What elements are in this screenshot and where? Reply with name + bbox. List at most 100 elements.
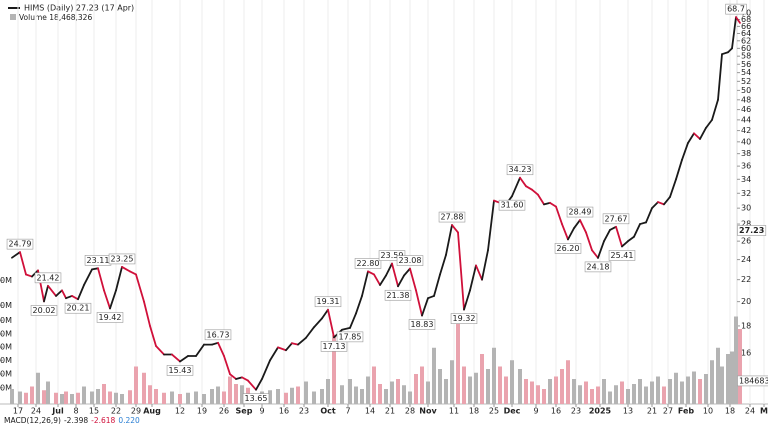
volume-bar [518, 369, 522, 404]
volume-tick-label: 0M [0, 316, 12, 325]
data-label: 24.18 [587, 262, 610, 271]
x-tick-label: 16 [551, 407, 561, 416]
volume-bar [656, 377, 660, 405]
volume-bar [354, 387, 358, 405]
volume-bar [90, 392, 94, 405]
volume-bar [10, 389, 14, 404]
data-label: 21.42 [37, 273, 60, 282]
data-label-group: 27.67 [603, 214, 629, 224]
data-label-group: 19.42 [97, 312, 123, 322]
volume-bar [590, 389, 594, 404]
x-tick-label: 9 [533, 407, 538, 416]
volume-bar [638, 379, 642, 404]
data-label: 20.02 [33, 306, 56, 315]
volume-bar [572, 379, 576, 404]
volume-bar [290, 388, 294, 404]
y-tick-label: 26 [741, 237, 751, 246]
data-label: 21.38 [387, 291, 410, 300]
volume-bar [414, 374, 418, 404]
volume-bar [202, 394, 206, 404]
x-tick-label: Feb [678, 407, 695, 416]
volume-bar [450, 360, 454, 404]
volume-bar [194, 392, 198, 405]
y-tick-label: 54 [741, 68, 751, 77]
data-label-group: 31.60 [499, 200, 525, 210]
volume-bar [114, 393, 118, 404]
y-tick-label: 30 [741, 204, 751, 213]
data-label: 27.67 [605, 214, 628, 223]
x-tick-label: M [760, 407, 768, 416]
volume-bar [614, 385, 618, 404]
y-tick-label: 36 [741, 162, 751, 171]
macd-text: 0.220 [118, 416, 140, 424]
volume-bar [602, 379, 606, 404]
volume-bar [432, 348, 436, 404]
volume-bar [154, 389, 158, 404]
data-label: 16.73 [207, 330, 230, 339]
x-tick-label: 19 [197, 407, 207, 416]
volume-bar [596, 387, 600, 405]
y-tick-label: 50 [741, 86, 751, 95]
volume-bar [76, 393, 80, 404]
last-volume-label: 1846833 [739, 376, 768, 385]
data-label-group: 21.38 [385, 290, 411, 300]
volume-tick-label: 0M [0, 370, 12, 379]
data-label: 22.80 [357, 259, 380, 268]
volume-bar [378, 384, 382, 404]
y-tick-label: 18 [741, 321, 751, 330]
volume-bar [710, 360, 714, 404]
volume-bar [620, 382, 624, 405]
volume-bar [632, 384, 636, 404]
volume-bar [366, 377, 370, 405]
volume-bar [222, 392, 226, 405]
y-tick-label: 38 [741, 149, 751, 158]
data-label: 24.79 [9, 240, 32, 249]
volume-bar [360, 389, 364, 404]
volume-bar [142, 373, 146, 404]
volume-bar [720, 367, 724, 405]
data-label: 17.85 [339, 332, 362, 341]
data-label-group: 21.42 [35, 273, 61, 283]
volume-bar [42, 390, 46, 404]
volume-bar [420, 367, 424, 405]
macd-text: MACD(12,26,9) [4, 416, 61, 424]
x-tick-label: 28 [405, 407, 415, 416]
data-label-group: 24.18 [585, 262, 611, 272]
volume-bar [18, 392, 22, 405]
volume-bar [186, 393, 190, 404]
volume-bar [228, 377, 232, 405]
volume-bar [492, 348, 496, 404]
volume-bar [348, 379, 352, 404]
volume-bar [372, 367, 376, 405]
data-label: 23.11 [87, 256, 110, 265]
volume-bar [680, 382, 684, 405]
data-label-group: 26.20 [555, 243, 581, 253]
volume-bar [390, 382, 394, 405]
data-label-group: 15.43 [167, 365, 193, 375]
volume-tick-label: 0M [0, 301, 12, 310]
x-tick-label: Nov [419, 407, 437, 416]
x-tick-label: Aug [143, 407, 161, 416]
volume-bar [730, 352, 734, 405]
volume-bar [650, 382, 654, 405]
volume-bar [530, 382, 534, 405]
volume-bar [162, 393, 166, 404]
volume-bar [674, 373, 678, 404]
volume-bar [82, 387, 86, 405]
volume-bar [24, 393, 28, 404]
volume-bar [504, 377, 508, 405]
data-label-group: 22.80 [355, 258, 381, 268]
volume-bar [210, 389, 214, 404]
y-tick-label: 34 [741, 175, 751, 184]
volume-bar [726, 354, 730, 404]
data-label: 28.49 [569, 208, 592, 217]
last-volume-label-group: 1846833 [738, 376, 768, 386]
volume-bar [644, 387, 648, 405]
x-tick-label: 12 [175, 407, 185, 416]
data-label-group: 23.25 [109, 254, 135, 264]
data-label: 18.83 [411, 320, 434, 329]
volume-bar [340, 385, 344, 404]
volume-bar [128, 390, 132, 404]
